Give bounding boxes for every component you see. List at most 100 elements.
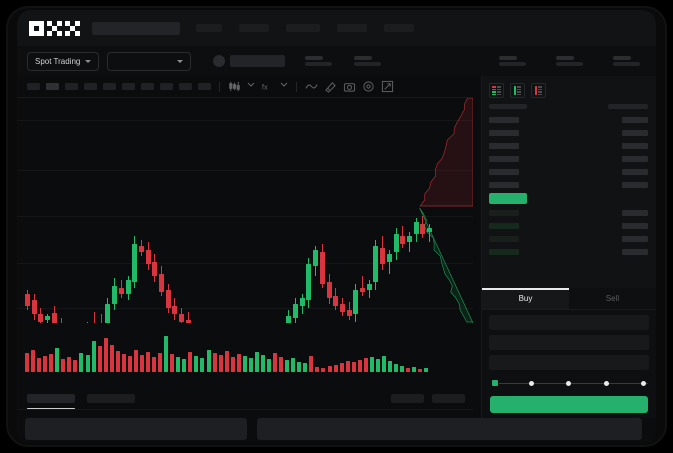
volume-chart[interactable]	[17, 323, 473, 385]
line-chart-icon[interactable]	[305, 80, 318, 93]
slider-handle[interactable]	[491, 379, 499, 387]
timeframe-button-6[interactable]	[122, 83, 135, 90]
stat-label	[354, 55, 373, 60]
market-stat	[499, 55, 526, 67]
order-book-row[interactable]	[482, 165, 656, 178]
slider-stop-25[interactable]	[528, 380, 534, 386]
search-input[interactable]	[92, 21, 180, 35]
order-row-amount	[622, 209, 648, 216]
volume-bar	[291, 358, 296, 372]
fullscreen-icon[interactable]	[381, 80, 394, 93]
price-chart[interactable]	[17, 98, 473, 323]
nav-link-3[interactable]	[286, 24, 320, 32]
order-book-row[interactable]	[482, 178, 656, 191]
orders-action-2[interactable]	[432, 394, 465, 403]
volume-bar	[49, 354, 54, 372]
tab-sell[interactable]: Sell	[605, 294, 620, 303]
order-row-price	[489, 116, 519, 123]
order-field-total[interactable]	[489, 355, 649, 370]
timeframe-button-3[interactable]	[65, 83, 78, 90]
chart-gridline	[17, 308, 473, 309]
volume-bar	[55, 348, 60, 372]
volume-bar	[170, 354, 175, 372]
order-book-row[interactable]	[482, 245, 656, 258]
camera-icon[interactable]	[343, 80, 356, 93]
submit-buy-button[interactable]	[490, 396, 648, 413]
logo-letter-x	[65, 20, 80, 36]
stat-value	[556, 62, 583, 67]
order-row-amount	[622, 235, 648, 242]
settings-gear-icon[interactable]	[362, 80, 375, 93]
orders-action-1[interactable]	[391, 394, 424, 403]
tab-order-history[interactable]	[87, 394, 135, 403]
trading-pair-selector[interactable]	[107, 51, 192, 71]
logo-letter-k	[47, 20, 62, 36]
nav-link-4[interactable]	[337, 24, 367, 32]
candlestick-icon[interactable]	[228, 80, 241, 93]
okx-logo-icon[interactable]	[29, 20, 80, 36]
volume-bar	[406, 368, 411, 372]
nav-links	[196, 24, 414, 32]
order-book-row[interactable]	[482, 113, 656, 126]
bottom-row-1[interactable]	[25, 418, 247, 440]
volume-bar	[91, 341, 96, 372]
nav-link-2[interactable]	[239, 24, 269, 32]
timeframe-button-7[interactable]	[141, 83, 154, 90]
tab-open-orders[interactable]	[27, 394, 75, 409]
orderbook-asks-icon[interactable]	[531, 83, 546, 98]
bottom-row-2[interactable]	[257, 418, 642, 440]
volume-bar	[327, 366, 332, 372]
slider-stop-50[interactable]	[566, 380, 571, 386]
volume-bar	[369, 357, 374, 372]
volume-bar	[43, 356, 48, 372]
volume-bar	[61, 359, 66, 372]
nav-link-1[interactable]	[196, 24, 222, 32]
chart-toolbar: fx	[17, 76, 473, 98]
last-price-highlight	[489, 193, 527, 204]
volume-bar	[37, 358, 42, 372]
timeframe-button-1[interactable]	[27, 83, 40, 90]
stat-value	[354, 62, 382, 67]
order-row-price	[489, 235, 519, 242]
timeframe-button-10[interactable]	[198, 83, 211, 90]
order-field-amount[interactable]	[489, 335, 649, 350]
market-stats-left	[305, 55, 382, 67]
volume-bar	[194, 356, 199, 372]
order-book-row[interactable]	[482, 126, 656, 139]
slider-stop-75[interactable]	[603, 380, 609, 386]
order-book-row[interactable]	[482, 206, 656, 219]
order-field-price[interactable]	[489, 315, 649, 330]
chevron-down-icon[interactable]	[280, 80, 288, 93]
trading-mode-selector[interactable]: Spot Trading	[27, 51, 100, 71]
amount-percent-slider[interactable]	[491, 378, 648, 388]
timeframe-button-2[interactable]	[46, 83, 59, 90]
orderbook-bids-icon[interactable]	[510, 83, 525, 98]
timeframe-button-9[interactable]	[179, 83, 192, 90]
chart-gridlines	[17, 98, 473, 323]
timeframe-button-5[interactable]	[103, 83, 116, 90]
volume-bar	[164, 336, 169, 372]
timeframe-button-8[interactable]	[160, 83, 173, 90]
chart-gridline	[17, 120, 473, 121]
order-row-amount	[622, 116, 648, 123]
volume-bar	[357, 360, 362, 372]
coin-summary	[213, 55, 286, 67]
nav-link-5[interactable]	[384, 24, 414, 32]
chevron-down-icon[interactable]	[247, 80, 255, 93]
drawing-tools-icon[interactable]	[324, 80, 337, 93]
order-book-row[interactable]	[482, 152, 656, 165]
volume-bar	[400, 366, 405, 372]
order-row-amount	[622, 222, 648, 229]
top-navigation-bar	[17, 10, 656, 46]
slider-stop-100[interactable]	[641, 380, 646, 386]
tab-buy[interactable]: Buy	[482, 288, 569, 309]
order-book-row[interactable]	[482, 139, 656, 152]
indicators-icon[interactable]: fx	[261, 80, 274, 93]
volume-bar	[260, 355, 265, 372]
order-book-row[interactable]	[482, 232, 656, 245]
orderbook-both-icon[interactable]	[489, 83, 504, 98]
volume-bar	[121, 354, 126, 372]
order-book-row[interactable]	[482, 219, 656, 232]
timeframe-button-4[interactable]	[84, 83, 97, 90]
